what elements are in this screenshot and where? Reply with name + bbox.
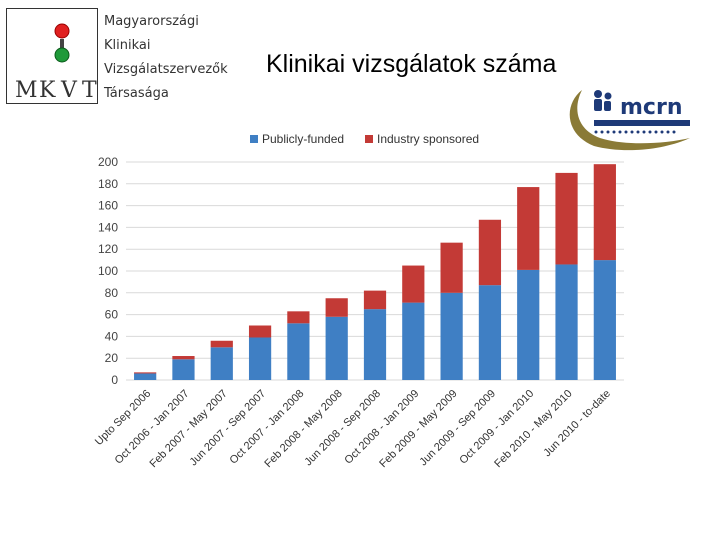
org-line-2: Klinikai [104, 38, 151, 53]
y-tick-label: 0 [111, 373, 118, 387]
logo-letter-t: T [82, 78, 97, 103]
slide-title: Klinikai vizsgálatok száma [266, 50, 557, 78]
bar-publicly-funded [287, 323, 310, 380]
bar-publicly-funded [555, 264, 578, 380]
bar-industry-sponsored [440, 242, 463, 293]
mcrn-wordmark: mcrn [620, 95, 682, 120]
y-tick-label: 200 [98, 155, 118, 169]
org-name: Magyarországi Klinikai Vizsgálatszervező… [104, 10, 228, 106]
legend-swatch [365, 135, 373, 143]
x-tick-label: Oct 2008 - Jan 2009 [342, 388, 421, 467]
green-light-icon [54, 47, 70, 63]
bar-industry-sponsored [325, 298, 348, 317]
bar-industry-sponsored [555, 172, 578, 265]
bar-publicly-funded [325, 316, 348, 380]
org-line-1: Magyarországi [104, 14, 199, 29]
dot-row-icon [594, 130, 676, 134]
logo-letter-m: M [15, 78, 38, 103]
bar-publicly-funded [172, 359, 195, 380]
children-icon [594, 90, 612, 111]
y-tick-label: 60 [105, 308, 119, 322]
bar-industry-sponsored [402, 265, 425, 303]
mkvt-logo: M K V T [6, 8, 98, 104]
x-tick-label: Oct 2006 - Jan 2007 [113, 388, 192, 467]
bar-industry-sponsored [478, 219, 502, 286]
red-light-icon [54, 23, 70, 39]
org-line-4: Társasága [104, 86, 169, 101]
y-tick-label: 120 [98, 242, 118, 256]
bar-industry-sponsored [593, 164, 616, 261]
x-tick-label: Oct 2007 - Jan 2008 [228, 388, 307, 467]
bar-publicly-funded [248, 337, 272, 380]
bar-industry-sponsored [210, 340, 233, 348]
bar-industry-sponsored [134, 372, 157, 374]
legend-label: Publicly-funded [262, 132, 344, 146]
bar-publicly-funded [440, 292, 463, 380]
y-tick-label: 160 [98, 199, 118, 213]
legend-label: Industry sponsored [377, 132, 479, 146]
x-tick-label: Jun 2007 - Sep 2007 [187, 388, 268, 469]
legend-swatch [250, 135, 258, 143]
y-tick-label: 80 [105, 286, 119, 300]
bar-publicly-funded [517, 269, 540, 380]
y-tick-label: 100 [98, 264, 118, 278]
y-tick-label: 180 [98, 177, 118, 191]
bar-publicly-funded [402, 302, 425, 380]
bar-industry-sponsored [363, 290, 387, 310]
bar-publicly-funded [363, 309, 387, 380]
x-tick-label: Jun 2010 - to-date [541, 388, 613, 460]
y-tick-label: 20 [105, 351, 119, 365]
bar-publicly-funded [593, 260, 616, 380]
mcrn-logo: mcrn [564, 84, 692, 154]
logo-bar [60, 39, 64, 49]
y-tick-label: 140 [98, 220, 118, 234]
bar-industry-sponsored [248, 325, 272, 338]
bar-industry-sponsored [287, 311, 310, 324]
mcrn-subtitle-bar [594, 120, 690, 126]
bar-publicly-funded [134, 373, 157, 380]
logo-letter-v: V [60, 78, 78, 103]
y-tick-label: 40 [105, 329, 119, 343]
x-tick-label: Jun 2008 - Sep 2008 [302, 388, 383, 469]
bar-publicly-funded [478, 285, 502, 380]
x-tick-label: Oct 2009 - Jan 2010 [457, 388, 536, 467]
bar-publicly-funded [210, 347, 233, 380]
bar-industry-sponsored [517, 187, 540, 270]
bar-industry-sponsored [172, 356, 195, 360]
logo-letter-k: K [39, 78, 56, 103]
x-tick-label: Jun 2009 - Sep 2009 [417, 388, 498, 469]
org-line-3: Vizsgálatszervezők [104, 62, 228, 77]
